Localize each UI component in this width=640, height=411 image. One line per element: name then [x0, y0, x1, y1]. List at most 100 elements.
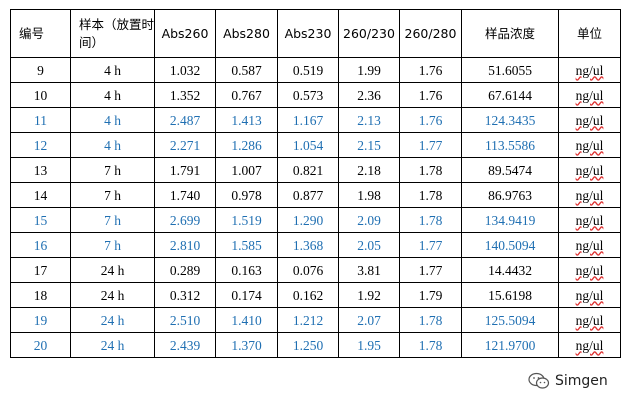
cell-id: 18 [10, 282, 71, 308]
header-ratio-260-230: 260/230 [338, 9, 400, 58]
cell-abs260: 1.791 [154, 157, 216, 183]
unit-text: ng/ul [575, 287, 604, 303]
cell-concentration: 113.5586 [461, 132, 559, 158]
header-concentration: 样品浓度 [461, 9, 559, 58]
cell-time: 4 h [70, 82, 155, 108]
cell-abs230: 1.290 [277, 207, 339, 233]
cell-unit: ng/ul [558, 57, 621, 83]
cell-time: 24 h [70, 332, 155, 358]
cell-abs280: 0.163 [215, 257, 278, 283]
header-unit: 单位 [558, 9, 621, 58]
cell-ratio-260-230: 2.18 [338, 157, 400, 183]
cell-ratio-260-280: 1.76 [399, 57, 462, 83]
table-row: 15 7 h 2.699 1.519 1.290 2.09 1.78 134.9419 ng/u… [10, 207, 621, 233]
cell-ratio-260-230: 3.81 [338, 257, 400, 283]
cell-concentration: 67.6144 [461, 82, 559, 108]
cell-unit: ng/ul [558, 82, 621, 108]
cell-id: 12 [10, 132, 71, 158]
cell-abs230: 1.212 [277, 307, 339, 333]
cell-unit: ng/ul [558, 182, 621, 208]
absorbance-table: 编号 样本（放置时间） Abs260 Abs280 Abs230 260/230… [10, 9, 621, 358]
cell-abs280: 1.413 [215, 107, 278, 133]
cell-abs280: 1.286 [215, 132, 278, 158]
table-row: 12 4 h 2.271 1.286 1.054 2.15 1.77 113.5586 ng/u… [10, 132, 621, 158]
cell-abs260: 2.439 [154, 332, 216, 358]
cell-time: 7 h [70, 232, 155, 258]
cell-unit: ng/ul [558, 207, 621, 233]
table-row: 19 24 h 2.510 1.410 1.212 2.07 1.78 125.5094 ng/… [10, 307, 621, 333]
cell-time: 24 h [70, 257, 155, 283]
watermark: Simgen [528, 372, 608, 390]
cell-ratio-260-280: 1.77 [399, 232, 462, 258]
table-row: 17 24 h 0.289 0.163 0.076 3.81 1.77 14.4432 ng/u… [10, 257, 621, 283]
cell-id: 15 [10, 207, 71, 233]
cell-abs260: 2.271 [154, 132, 216, 158]
cell-unit: ng/ul [558, 107, 621, 133]
cell-abs230: 0.573 [277, 82, 339, 108]
table-row: 11 4 h 2.487 1.413 1.167 2.13 1.76 124.3435 ng/u… [10, 107, 621, 133]
cell-ratio-260-230: 1.98 [338, 182, 400, 208]
cell-abs260: 1.032 [154, 57, 216, 83]
header-abs280: Abs280 [215, 9, 278, 58]
cell-id: 13 [10, 157, 71, 183]
cell-abs230: 1.250 [277, 332, 339, 358]
cell-abs280: 0.767 [215, 82, 278, 108]
unit-text: ng/ul [575, 112, 604, 128]
unit-text: ng/ul [575, 87, 604, 103]
cell-abs230: 1.368 [277, 232, 339, 258]
cell-abs230: 0.162 [277, 282, 339, 308]
cell-ratio-260-280: 1.78 [399, 307, 462, 333]
cell-time: 7 h [70, 157, 155, 183]
cell-time: 7 h [70, 207, 155, 233]
unit-text: ng/ul [575, 187, 604, 203]
cell-ratio-260-230: 2.05 [338, 232, 400, 258]
cell-id: 17 [10, 257, 71, 283]
table-row: 13 7 h 1.791 1.007 0.821 2.18 1.78 89.5474 ng/ul [10, 157, 621, 183]
cell-abs230: 0.877 [277, 182, 339, 208]
cell-abs260: 0.289 [154, 257, 216, 283]
unit-text: ng/ul [575, 62, 604, 78]
header-ratio-260-280: 260/280 [399, 9, 462, 58]
cell-unit: ng/ul [558, 307, 621, 333]
cell-id: 19 [10, 307, 71, 333]
cell-concentration: 14.4432 [461, 257, 559, 283]
table-row: 18 24 h 0.312 0.174 0.162 1.92 1.79 15.6198 ng/u… [10, 282, 621, 308]
table-row: 10 4 h 1.352 0.767 0.573 2.36 1.76 67.6144 ng/ul [10, 82, 621, 108]
cell-abs230: 1.167 [277, 107, 339, 133]
cell-unit: ng/ul [558, 232, 621, 258]
cell-unit: ng/ul [558, 332, 621, 358]
cell-ratio-260-230: 1.92 [338, 282, 400, 308]
cell-concentration: 134.9419 [461, 207, 559, 233]
cell-ratio-260-280: 1.78 [399, 182, 462, 208]
cell-time: 4 h [70, 132, 155, 158]
cell-abs260: 2.510 [154, 307, 216, 333]
cell-ratio-260-230: 1.99 [338, 57, 400, 83]
cell-ratio-260-280: 1.79 [399, 282, 462, 308]
header-id: 编号 [10, 9, 71, 58]
cell-ratio-260-280: 1.76 [399, 82, 462, 108]
cell-ratio-260-230: 2.13 [338, 107, 400, 133]
cell-concentration: 140.5094 [461, 232, 559, 258]
cell-id: 20 [10, 332, 71, 358]
cell-ratio-260-230: 1.95 [338, 332, 400, 358]
cell-abs280: 1.519 [215, 207, 278, 233]
table-row: 16 7 h 2.810 1.585 1.368 2.05 1.77 140.5094 ng/u… [10, 232, 621, 258]
cell-id: 10 [10, 82, 71, 108]
cell-id: 11 [10, 107, 71, 133]
cell-unit: ng/ul [558, 282, 621, 308]
cell-ratio-260-230: 2.07 [338, 307, 400, 333]
cell-unit: ng/ul [558, 132, 621, 158]
unit-text: ng/ul [575, 337, 604, 353]
cell-time: 24 h [70, 282, 155, 308]
cell-abs260: 2.699 [154, 207, 216, 233]
cell-abs280: 1.410 [215, 307, 278, 333]
cell-time: 4 h [70, 107, 155, 133]
watermark-text: Simgen [555, 373, 608, 389]
wechat-icon [528, 372, 550, 389]
cell-id: 14 [10, 182, 71, 208]
cell-abs280: 0.587 [215, 57, 278, 83]
table-body: 编号 样本（放置时间） Abs260 Abs280 Abs230 260/230… [10, 9, 621, 358]
unit-text: ng/ul [575, 137, 604, 153]
table-row: 20 24 h 2.439 1.370 1.250 1.95 1.78 121.9700 ng/… [10, 332, 621, 358]
